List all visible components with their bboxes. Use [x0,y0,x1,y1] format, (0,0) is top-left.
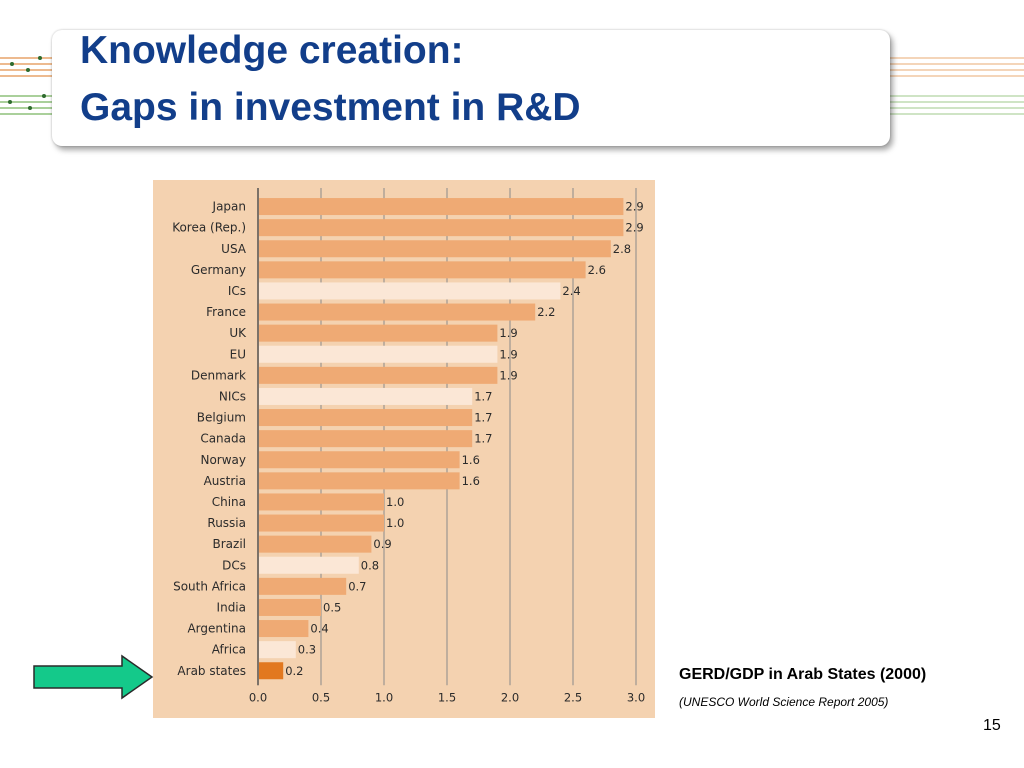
page-number: 15 [983,717,1001,734]
x-tick-label: 2.0 [501,690,519,704]
category-label: Canada [200,432,246,446]
bar [259,514,384,532]
bar [259,598,321,616]
value-label: 1.6 [462,453,480,467]
value-label: 1.9 [499,368,517,382]
bar [259,324,498,342]
chart-background [153,180,655,718]
category-label: India [217,600,246,614]
value-label: 1.0 [386,495,404,509]
x-tick-label: 0.5 [312,690,330,704]
title-card [52,30,890,146]
bar [259,577,347,595]
value-label: 0.4 [310,622,328,636]
value-label: 2.9 [625,221,643,235]
bar [259,430,473,448]
slide-title-line-2: Gaps in investment in R&D [80,86,581,129]
x-tick-label: 3.0 [627,690,645,704]
chart-caption: GERD/GDP in Arab States (2000) [679,666,927,683]
category-label: Belgium [197,411,246,425]
x-tick-label: 2.5 [564,690,582,704]
bar-chart-svg: Japan 2.9 Korea (Rep.) 2.9 USA 2.8 Germany 2.6 I… [153,180,655,718]
bar [259,451,460,469]
x-tick-label: 1.0 [375,690,393,704]
category-label: Austria [204,474,246,488]
bar-chart: Japan 2.9 Korea (Rep.) 2.9 USA 2.8 Germany 2.6 I… [153,180,655,718]
bar [259,366,498,384]
value-label: 0.5 [323,600,341,614]
category-label: Russia [207,516,246,530]
category-label: South Africa [173,579,246,593]
value-label: 1.7 [474,389,492,403]
category-label: Brazil [213,537,247,551]
category-label: Denmark [191,368,246,382]
value-label: 0.7 [348,579,366,593]
category-label: Germany [191,263,246,277]
category-label: Africa [212,643,246,657]
value-label: 0.8 [361,558,379,572]
category-label: NICs [219,389,246,403]
bar [259,240,611,258]
value-label: 1.7 [474,411,492,425]
bar [259,493,384,511]
value-label: 2.8 [613,242,631,256]
bar [259,556,359,574]
category-label: EU [230,347,246,361]
value-label: 1.0 [386,516,404,530]
bar [259,282,561,300]
category-label: Arab states [177,664,246,678]
arrow-right-icon [33,654,154,700]
value-label: 2.6 [588,263,606,277]
bar [259,662,284,680]
bar [259,535,372,553]
bar [259,219,624,237]
category-label: DCs [222,558,246,572]
slide-title-line-1: Knowledge creation: [80,29,464,72]
category-label: Argentina [187,622,246,636]
category-label: Norway [200,453,246,467]
category-label: France [206,305,246,319]
category-label: UK [229,326,247,340]
bar [259,641,296,659]
value-label: 2.4 [562,284,580,298]
bar [259,345,498,363]
category-label: Japan [212,200,246,214]
value-label: 1.7 [474,432,492,446]
value-label: 0.3 [298,643,316,657]
bar [259,387,473,405]
bar [259,198,624,216]
x-tick-label: 0.0 [249,690,267,704]
source-citation: (UNESCO World Science Report 2005) [679,695,889,709]
value-label: 0.9 [373,537,391,551]
circuit-decoration-left [0,56,70,115]
category-label: ICs [228,284,246,298]
category-label: Korea (Rep.) [172,221,246,235]
circuit-decoration-right [880,57,1024,115]
value-label: 1.6 [462,474,480,488]
bar [259,620,309,638]
value-label: 1.9 [499,347,517,361]
x-tick-label: 1.5 [438,690,456,704]
category-label: USA [221,242,247,256]
category-label: China [212,495,246,509]
value-label: 2.9 [625,200,643,214]
bar [259,303,536,321]
value-label: 1.9 [499,326,517,340]
value-label: 0.2 [285,664,303,678]
bar [259,472,460,490]
bar [259,261,586,279]
value-label: 2.2 [537,305,555,319]
bar [259,409,473,427]
